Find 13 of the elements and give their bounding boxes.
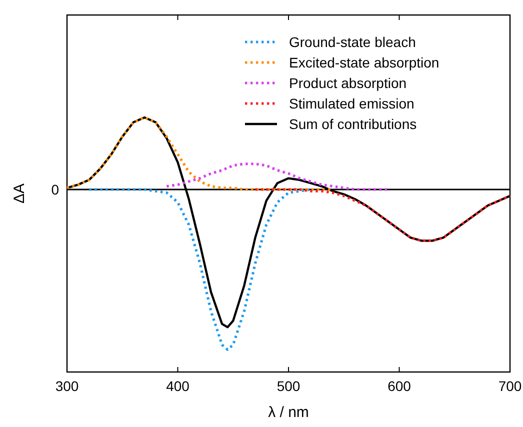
legend-label: Excited-state absorption xyxy=(289,54,440,70)
text: 0 xyxy=(51,182,60,198)
y-axis-title: ΔA xyxy=(11,183,28,204)
x-tick-label: 600 xyxy=(388,378,412,394)
legend-label: Ground-state bleach xyxy=(289,34,416,50)
x-tick-label: 500 xyxy=(276,378,300,394)
x-axis-title: λ / nm xyxy=(268,404,309,421)
legend-label: Sum of contributions xyxy=(289,116,417,132)
x-tick-label: 400 xyxy=(166,378,190,394)
legend-label: Stimulated emission xyxy=(289,96,414,112)
x-tick-label: 700 xyxy=(498,378,522,394)
x-tick-label: 300 xyxy=(55,378,79,394)
legend-label: Product absorption xyxy=(289,75,407,91)
